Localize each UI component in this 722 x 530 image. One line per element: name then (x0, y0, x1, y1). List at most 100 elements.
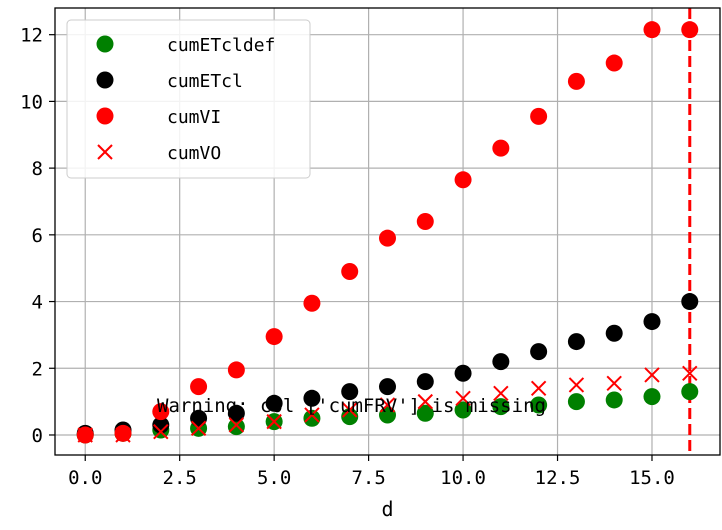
legend-label: cumETcldef (167, 35, 275, 56)
data-point (190, 420, 207, 437)
x-tick-label: 2.5 (163, 467, 197, 489)
x-tick-label: 12.5 (535, 467, 581, 489)
x-marker-stroke (568, 377, 585, 393)
data-point (303, 294, 321, 312)
data-point (492, 139, 510, 157)
data-point (681, 383, 699, 401)
data-point (227, 418, 245, 436)
data-point (115, 427, 131, 443)
data-point (190, 409, 208, 427)
y-tick-label: 8 (32, 158, 43, 180)
x-tick-label: 7.5 (351, 467, 385, 489)
data-point (568, 377, 585, 393)
x-axis-label: d (381, 497, 393, 521)
x-marker-stroke (606, 375, 622, 391)
data-point (643, 313, 661, 331)
data-point (682, 365, 698, 381)
warning-annotation: Warning: col ['cumFRV'] is missing (157, 395, 546, 417)
legend-marker (97, 144, 113, 160)
data-point (190, 378, 208, 396)
data-point (567, 72, 585, 90)
data-point (379, 229, 396, 247)
x-marker-stroke (417, 393, 433, 410)
axis-ticks: 0.0 2.5 5.0 7.5 10.0 12.5 15.0 0 2 4 6 8 10 12 (20, 25, 675, 489)
data-point (643, 388, 661, 406)
data-point (265, 328, 283, 346)
data-point (493, 385, 509, 401)
data-point (152, 403, 170, 421)
data-point (492, 398, 510, 416)
data-point (605, 54, 623, 72)
data-point (605, 391, 623, 409)
y-tick-label: 10 (20, 91, 43, 113)
data-point (567, 393, 585, 411)
data-point (643, 21, 661, 39)
data-point (644, 367, 660, 383)
legend-label: cumVO (167, 143, 221, 164)
data-point (417, 393, 433, 410)
y-tick-label: 12 (20, 25, 43, 47)
data-point (152, 416, 170, 434)
data-point (681, 293, 699, 311)
x-marker-stroke (228, 417, 245, 433)
x-marker-stroke (77, 427, 93, 443)
data-point (153, 423, 169, 440)
data-point (454, 364, 472, 382)
data-point (114, 424, 132, 442)
data-point (530, 107, 548, 125)
data-point (303, 409, 321, 427)
legend-marker (96, 35, 114, 53)
data-point (530, 396, 548, 414)
data-point (567, 333, 585, 351)
data-point (416, 373, 434, 391)
data-point (303, 389, 321, 407)
x-marker-stroke (342, 402, 358, 418)
legend-item: cumVO (97, 143, 221, 164)
y-tick-label: 2 (32, 358, 43, 380)
x-marker-stroke (682, 365, 698, 381)
y-tick-label: 4 (32, 292, 43, 314)
x-marker-stroke (153, 423, 169, 440)
data-point (341, 263, 359, 281)
data-point (265, 394, 283, 412)
legend: cumETcldef cumETcl cumVI cumVO (66, 19, 311, 179)
data-point (605, 324, 623, 342)
data-point (379, 406, 396, 424)
y-tick-label: 0 (32, 425, 43, 447)
data-points (76, 21, 699, 444)
plot-area-frame (54, 7, 721, 456)
data-point (228, 417, 245, 433)
legend-label: cumETcl (167, 71, 243, 92)
x-tick-label: 5.0 (257, 467, 291, 489)
legend-item: cumETcl (96, 71, 243, 92)
data-point (454, 401, 472, 419)
data-point (342, 402, 358, 418)
legend-item: cumETcldef (96, 35, 275, 56)
legend-box (66, 19, 311, 179)
x-tick-label: 0.0 (68, 467, 102, 489)
data-point (455, 390, 471, 406)
data-point (341, 408, 359, 426)
x-marker-stroke (304, 407, 320, 423)
x-marker-stroke (455, 390, 471, 406)
data-point (227, 361, 245, 379)
data-point (379, 397, 396, 413)
data-point (416, 404, 434, 422)
x-marker-stroke (530, 380, 547, 396)
x-marker-stroke (115, 427, 131, 443)
x-marker-stroke (379, 397, 396, 413)
x-marker-stroke (97, 144, 113, 160)
data-point (530, 343, 548, 361)
y-tick-label: 6 (32, 225, 43, 247)
x-marker-stroke (190, 420, 207, 437)
data-point (416, 212, 434, 230)
data-point (681, 21, 699, 39)
x-tick-label: 15.0 (629, 467, 675, 489)
data-point (227, 404, 245, 422)
data-point (492, 353, 510, 371)
legend-item: cumVI (96, 107, 221, 128)
data-point (379, 378, 396, 396)
legend-label: cumVI (167, 107, 221, 128)
